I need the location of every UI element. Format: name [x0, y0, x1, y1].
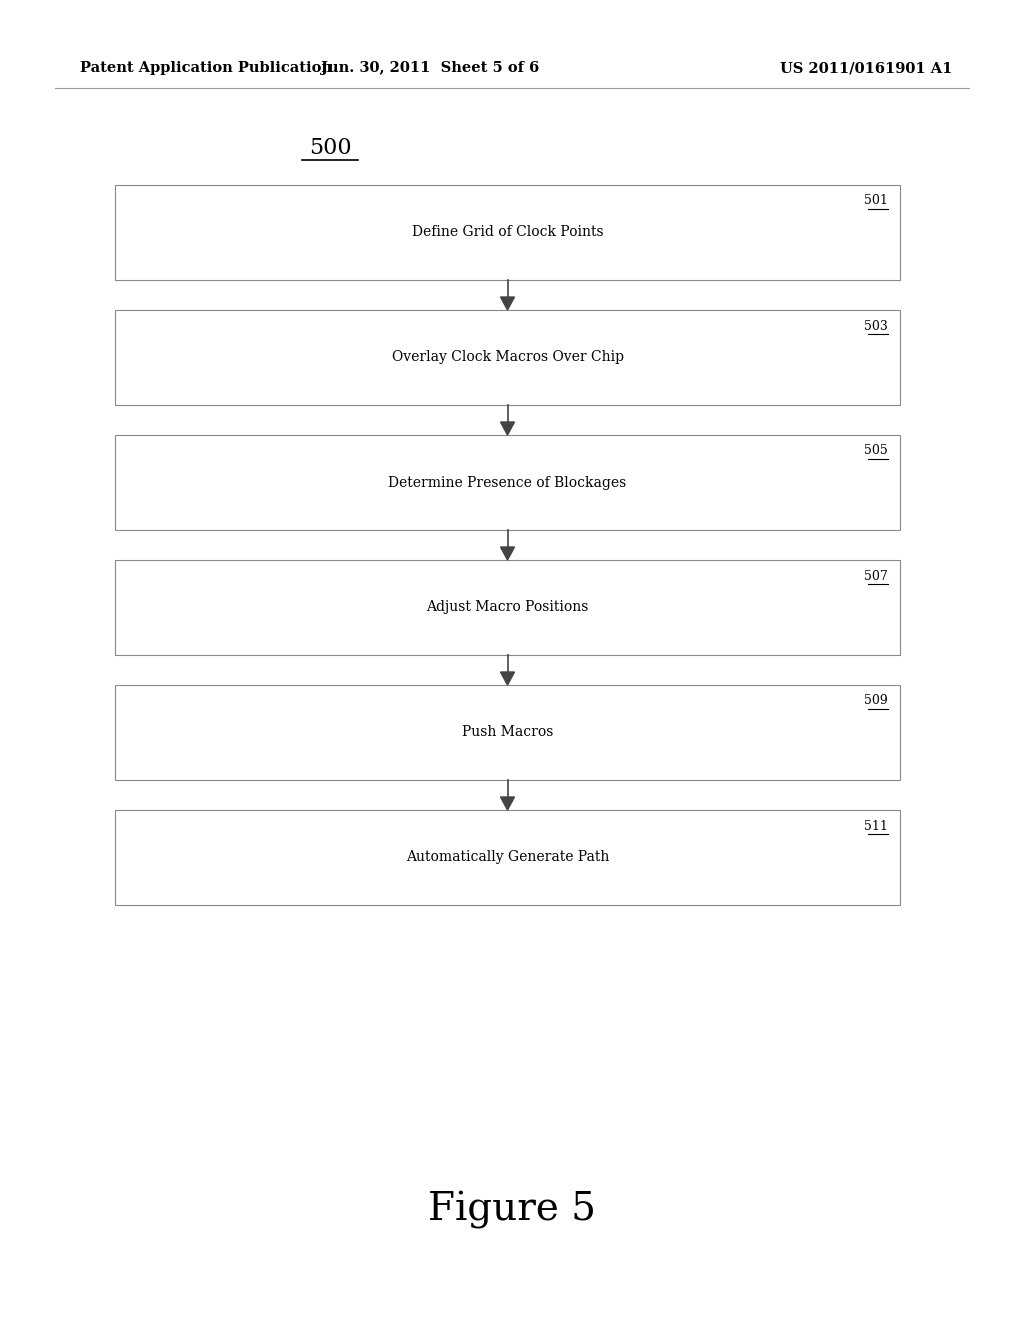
Text: Adjust Macro Positions: Adjust Macro Positions	[426, 601, 589, 615]
Text: 501: 501	[864, 194, 888, 207]
Polygon shape	[501, 297, 514, 310]
Text: 507: 507	[864, 569, 888, 582]
Polygon shape	[501, 672, 514, 685]
Polygon shape	[501, 797, 514, 810]
Text: Figure 5: Figure 5	[428, 1191, 596, 1229]
Text: Patent Application Publication: Patent Application Publication	[80, 61, 332, 75]
Text: 505: 505	[864, 445, 888, 458]
Text: 500: 500	[308, 137, 351, 158]
Text: Push Macros: Push Macros	[462, 726, 553, 739]
Bar	[115, 810, 900, 906]
Text: Overlay Clock Macros Over Chip: Overlay Clock Macros Over Chip	[391, 351, 624, 364]
Text: 503: 503	[864, 319, 888, 333]
Polygon shape	[501, 422, 514, 436]
Text: 511: 511	[864, 820, 888, 833]
Bar	[115, 685, 900, 780]
Text: 509: 509	[864, 694, 888, 708]
Text: Jun. 30, 2011  Sheet 5 of 6: Jun. 30, 2011 Sheet 5 of 6	[321, 61, 539, 75]
Bar	[115, 185, 900, 280]
Bar	[115, 436, 900, 531]
Text: Automatically Generate Path: Automatically Generate Path	[406, 850, 609, 865]
Text: US 2011/0161901 A1: US 2011/0161901 A1	[780, 61, 952, 75]
Text: Define Grid of Clock Points: Define Grid of Clock Points	[412, 226, 603, 239]
Bar	[115, 560, 900, 655]
Bar	[115, 310, 900, 405]
Polygon shape	[501, 546, 514, 560]
Text: Determine Presence of Blockages: Determine Presence of Blockages	[388, 475, 627, 490]
